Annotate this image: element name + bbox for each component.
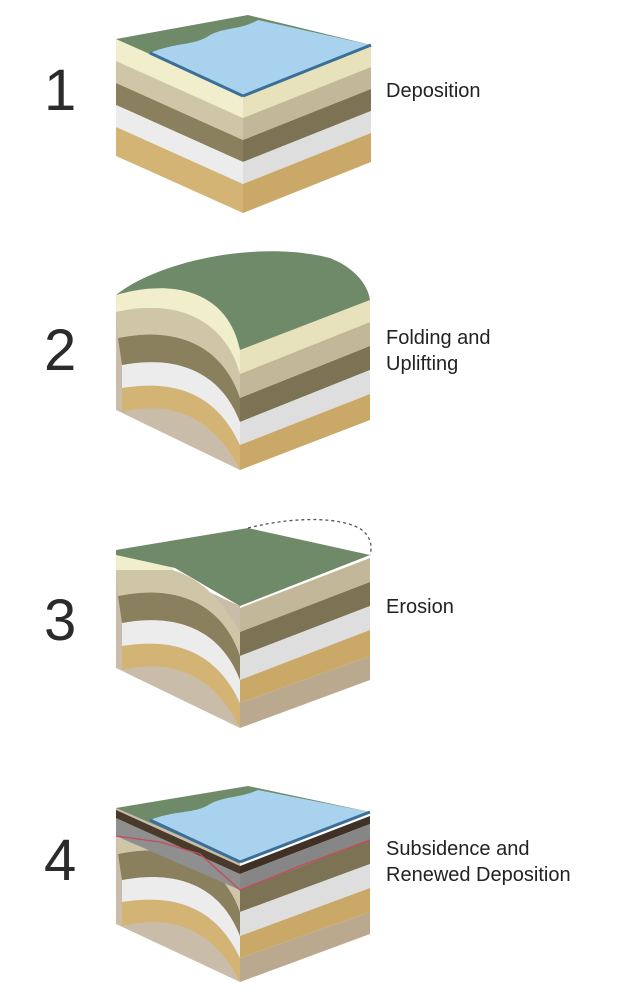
stage-2: 2 Folding and Uplifting	[0, 240, 619, 490]
stage-label: Erosion	[386, 594, 454, 620]
domed-top	[116, 251, 370, 350]
stage-number: 4	[44, 828, 77, 893]
right-face-layer-tan	[240, 630, 370, 703]
fold-layer-olive	[118, 592, 240, 680]
fold-layer-khaki	[116, 566, 240, 656]
block-diagram-subsidence	[115, 786, 371, 982]
fold-layer-khaki	[116, 307, 240, 398]
unconformity-line	[115, 835, 371, 891]
stage-label-line: Folding and	[386, 327, 491, 349]
stage-label-line: Renewed Deposition	[386, 864, 571, 886]
stage-4: 4 Subsidence and Renewed Deposition	[0, 750, 619, 1000]
water-edge-right	[242, 43, 372, 98]
stage-label-line: Deposition	[386, 80, 481, 102]
stage-number: 3	[44, 588, 77, 653]
former-surface-outline	[247, 518, 372, 556]
fold-layer-olive	[118, 334, 240, 422]
left-face-layer-tan	[116, 127, 243, 213]
fold-layer-cream	[116, 288, 240, 374]
left-face-layer-white	[116, 105, 243, 184]
right-face-layer-olive	[240, 840, 370, 912]
right-face-layer-white	[240, 864, 370, 936]
right-face-new-dark	[240, 816, 370, 874]
left-new-layer-grey	[116, 818, 240, 890]
water-edge-left	[149, 818, 241, 864]
right-face-layer-grey	[240, 912, 370, 982]
stage-label: Deposition	[386, 78, 481, 104]
stage-number: 2	[44, 318, 77, 383]
stage-label-line: Erosion	[386, 596, 454, 618]
block-diagram-erosion	[116, 518, 372, 728]
right-face-layer-khaki	[240, 322, 370, 398]
right-face-layer-white	[243, 111, 371, 184]
block-diagram-folding	[116, 251, 370, 470]
right-face-layer-white	[240, 370, 370, 445]
stage-label: Folding and Uplifting	[386, 325, 491, 377]
right-face-layer-tan	[240, 888, 370, 958]
right-face-layer-olive	[240, 582, 370, 656]
stage-3: 3 Erosion	[0, 500, 619, 750]
eroded-top	[116, 528, 370, 606]
right-face-layer-tan	[243, 133, 371, 213]
right-face-new-grey	[240, 824, 370, 890]
right-face-layer-olive	[243, 89, 371, 162]
stage-label: Subsidence and Renewed Deposition	[386, 836, 571, 888]
right-face-layer-olive	[240, 346, 370, 422]
fold-layer-white	[122, 876, 240, 958]
left-face-layer-khaki	[116, 61, 243, 140]
fold-layer-tan	[122, 385, 240, 470]
left-new-layer-dark	[116, 810, 240, 874]
right-face-layer-cream	[243, 45, 371, 118]
stage-number: 1	[44, 58, 77, 123]
fold-layer-white	[122, 620, 240, 703]
right-face-layer-cream	[240, 300, 370, 374]
stage-label-line: Subsidence and	[386, 838, 530, 860]
fold-layer-tan	[122, 899, 240, 982]
right-face-layer-white	[240, 606, 370, 680]
water-edge-left	[149, 51, 244, 98]
block-diagram-deposition	[116, 15, 372, 213]
fold-layer-tan	[122, 643, 240, 728]
right-face-layer-khaki	[240, 558, 370, 632]
top-water	[150, 790, 370, 862]
fold-layer-white	[122, 362, 240, 445]
water-edge-right	[239, 810, 371, 864]
right-face-layer-tan	[240, 394, 370, 470]
stage-1: 1 Deposition	[0, 0, 619, 250]
right-face-layer-khaki	[243, 67, 371, 140]
right-face-layer-grey	[240, 656, 370, 728]
stage-label-line: Uplifting	[386, 353, 459, 375]
left-face-layer-olive	[116, 83, 243, 162]
left-face-layer-cream	[116, 39, 243, 118]
